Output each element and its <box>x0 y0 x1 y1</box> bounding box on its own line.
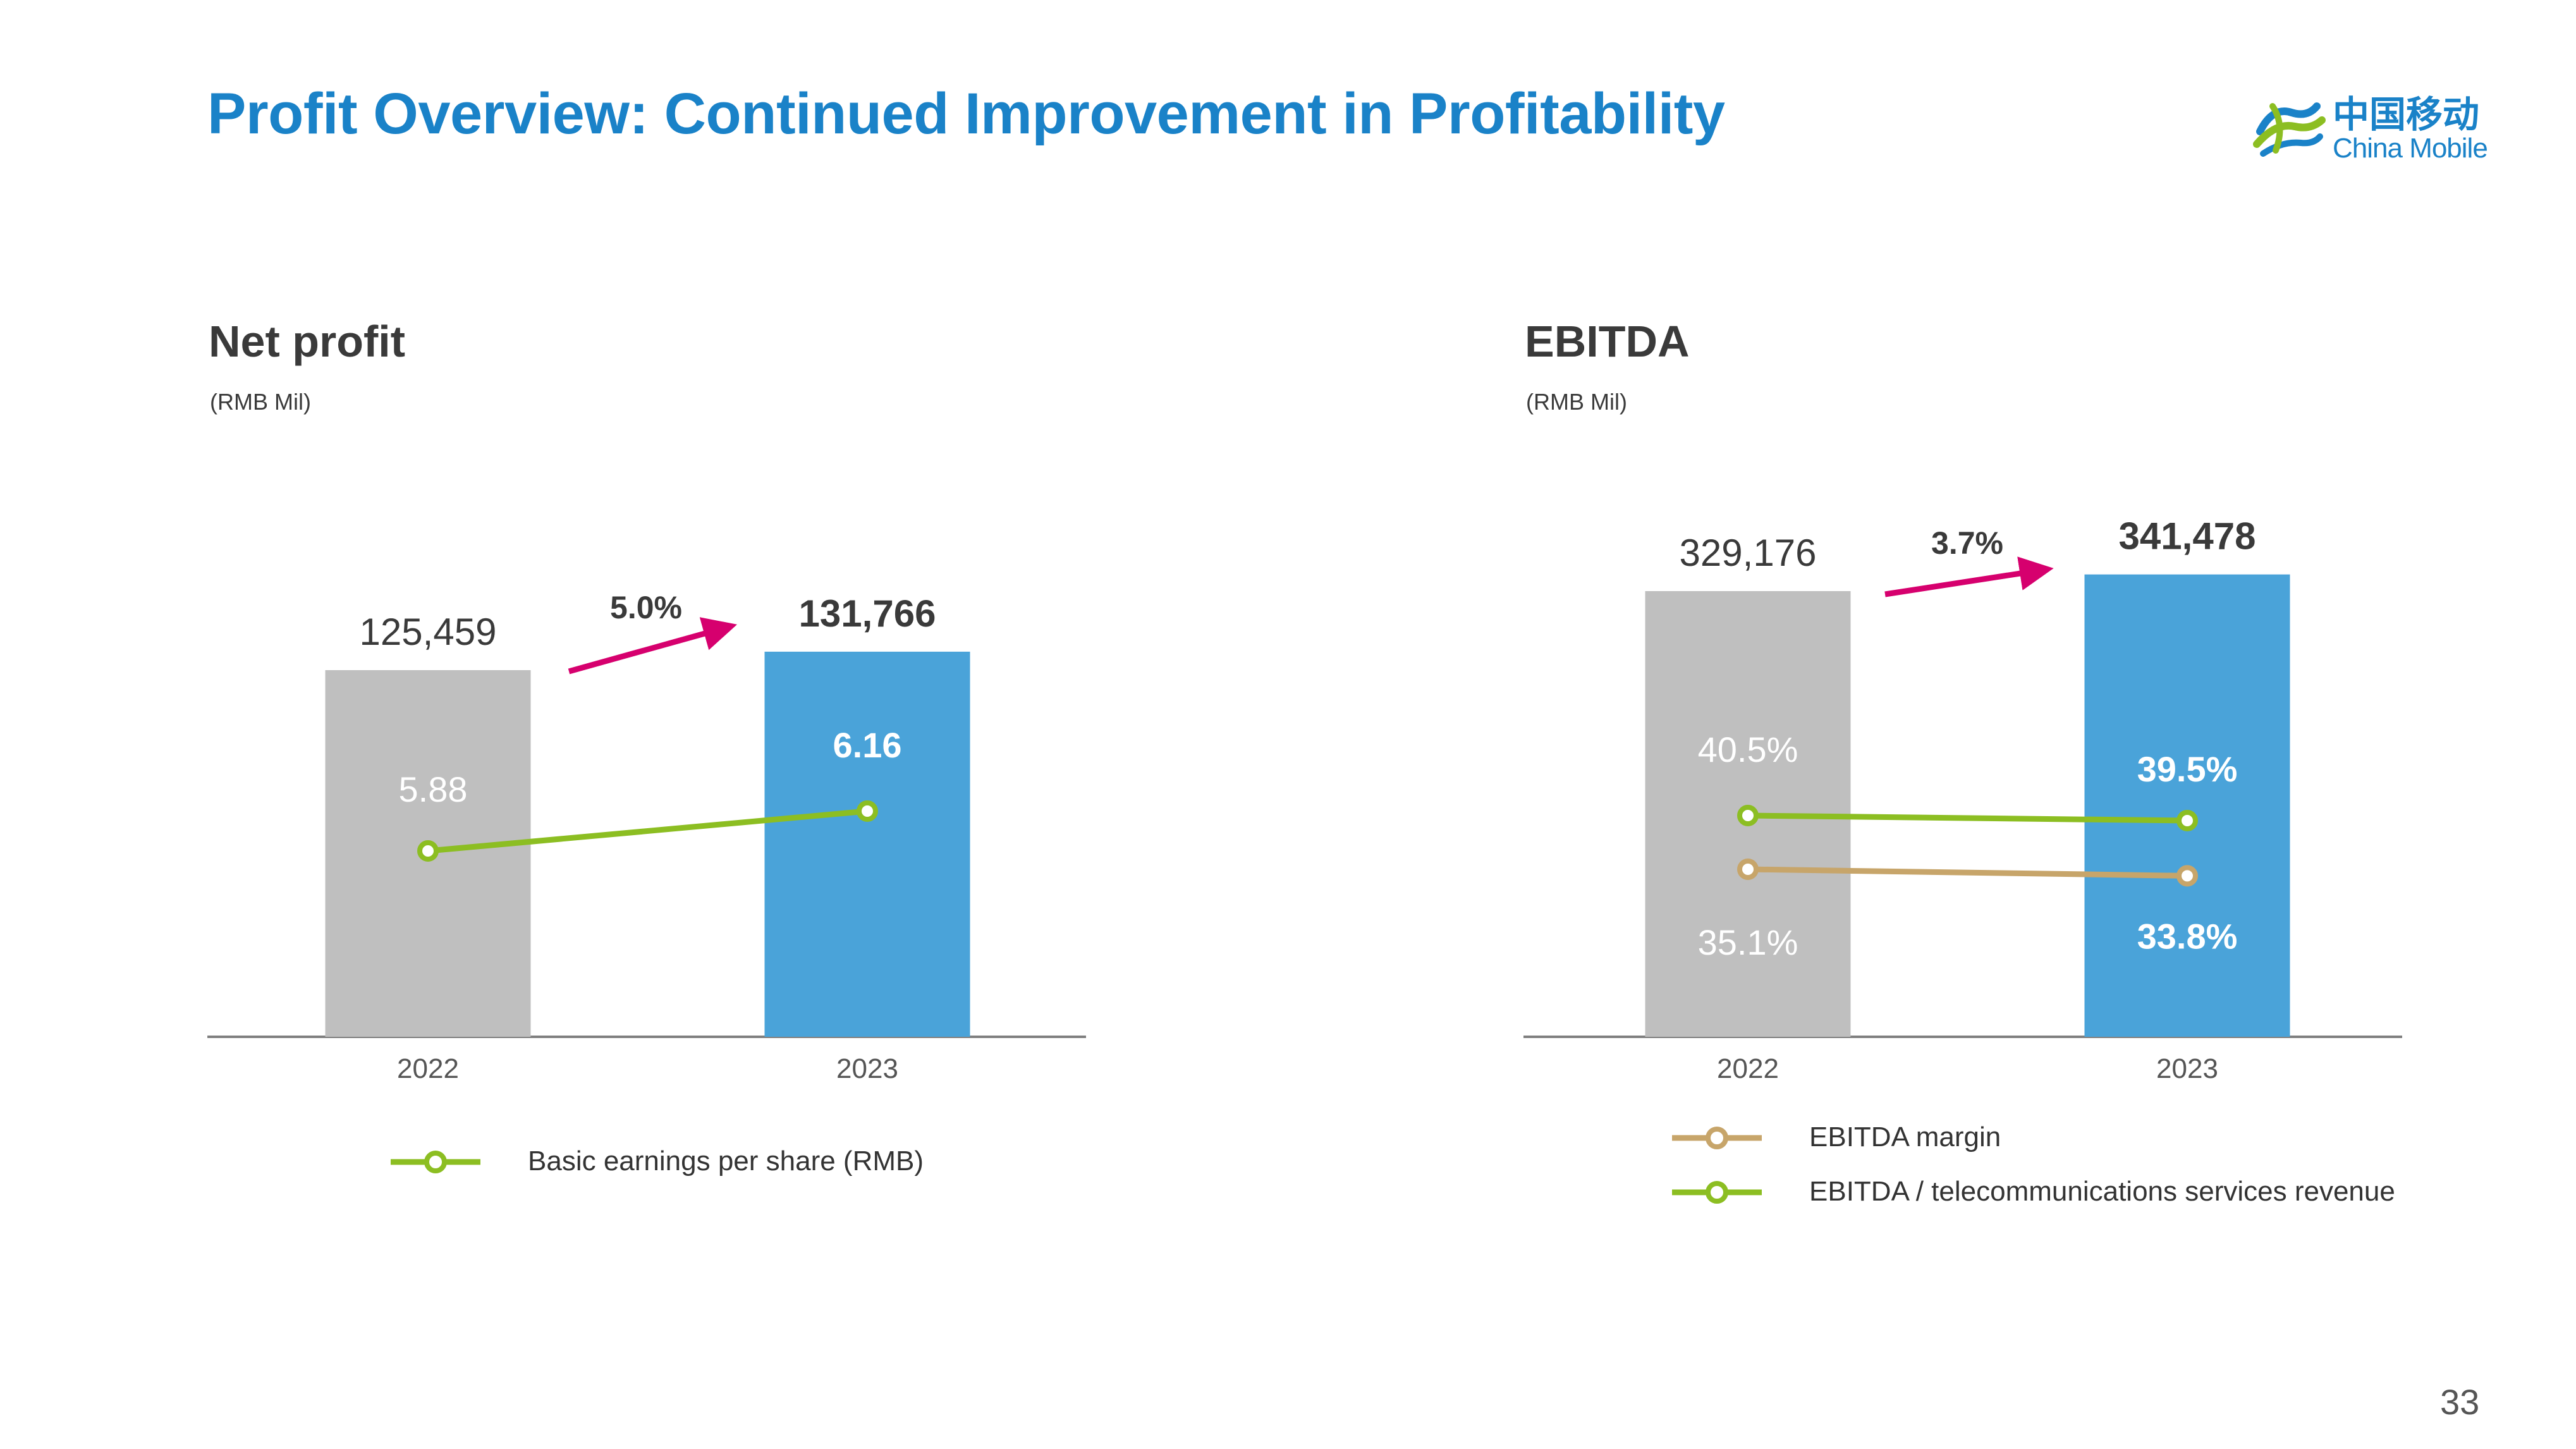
eps-point-2022 <box>417 840 439 862</box>
ebitda-value-2022: 329,176 <box>1680 532 1817 574</box>
net-profit-growth-arrow <box>568 617 738 675</box>
ebitda-margin-point-2022 <box>1737 859 1759 880</box>
page-title: Profit Overview: Continued Improvement i… <box>207 82 1725 146</box>
ebitda-chart: 329,176 341,478 2022 2023 3.7% 40.5% 39.… <box>1523 515 2402 1204</box>
eps-point-2023 <box>857 800 878 822</box>
ebitda-bar-2023 <box>2084 574 2290 1037</box>
net-profit-unit: (RMB Mil) <box>210 389 311 415</box>
net-profit-value-2023: 131,766 <box>799 592 936 635</box>
net-profit-category-2022: 2022 <box>397 1053 459 1084</box>
ebitda-margin-legend-marker <box>1706 1127 1728 1149</box>
ebitda-growth-label: 3.7% <box>1931 525 2003 561</box>
ebitda-ratio-legend-label: EBITDA / telecommunications services rev… <box>1809 1176 2395 1207</box>
eps-legend-label: Basic earnings per share (RMB) <box>528 1146 924 1177</box>
net-profit-bar-2023 <box>764 651 970 1037</box>
net-profit-category-2023: 2023 <box>836 1053 898 1084</box>
ebitda-telecom-ratio-point-2022 <box>1737 805 1759 826</box>
eps-line <box>427 808 868 854</box>
ebitda-margin-label-2022: 35.1% <box>1698 922 1798 962</box>
ebitda-value-2023: 341,478 <box>2119 515 2256 558</box>
logo-text-en: China Mobile <box>2333 133 2488 164</box>
eps-label-2022: 5.88 <box>399 769 468 809</box>
net-profit-chart: 125,459 131,766 2022 2023 5.0% 5.88 6.16 <box>207 590 1086 1173</box>
ebitda-category-2023: 2023 <box>2156 1053 2218 1084</box>
logo-icon <box>2253 102 2326 157</box>
ebitda-growth-arrow <box>1884 556 2054 597</box>
ebitda-telecom-ratio-label-2023: 39.5% <box>2137 749 2238 789</box>
ebitda-telecom-ratio-line <box>1747 812 2188 824</box>
ebitda-margin-line <box>1747 866 2188 879</box>
ebitda-category-2022: 2022 <box>1717 1053 1779 1084</box>
eps-legend-marker <box>424 1151 447 1173</box>
ebitda-margin-point-2023 <box>2176 865 2198 887</box>
ebitda-margin-legend-label: EBITDA margin <box>1809 1122 2001 1152</box>
page-number: 33 <box>2440 1382 2480 1422</box>
china-mobile-logo: 中国移动 China Mobile <box>2247 82 2513 177</box>
ebitda-title: EBITDA <box>1525 317 1690 366</box>
net-profit-value-2022: 125,459 <box>360 611 497 653</box>
net-profit-growth-label: 5.0% <box>610 590 682 625</box>
ebitda-margin-label-2023: 33.8% <box>2137 916 2238 956</box>
ebitda-telecom-ratio-label-2022: 40.5% <box>1698 730 1798 769</box>
ebitda-telecom-ratio-point-2023 <box>2176 810 2198 831</box>
ebitda-unit: (RMB Mil) <box>1526 389 1627 415</box>
net-profit-title: Net profit <box>209 317 406 366</box>
logo-text-cn: 中国移动 <box>2333 94 2480 135</box>
eps-label-2023: 6.16 <box>833 725 902 765</box>
ebitda-ratio-legend-marker <box>1706 1181 1728 1204</box>
